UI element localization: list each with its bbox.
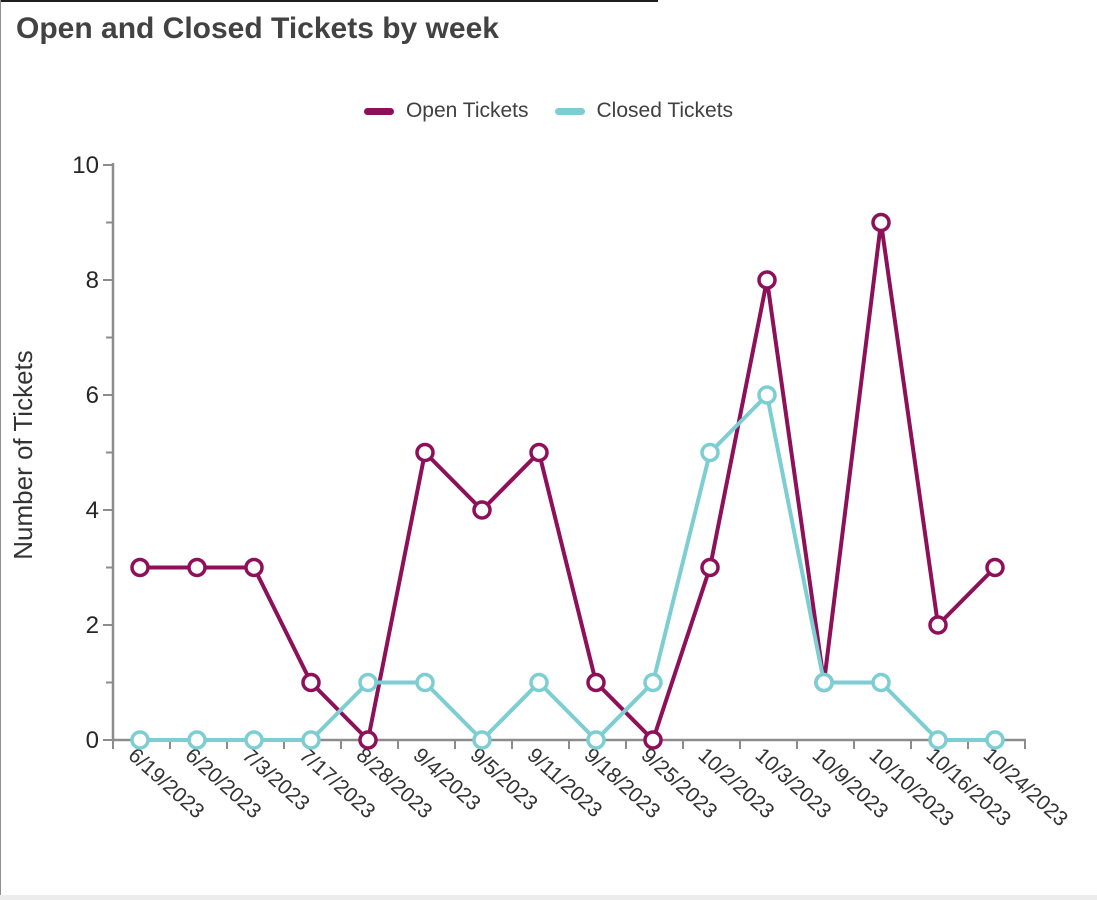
data-point-open-tickets: [643, 730, 663, 750]
data-point-open-tickets: [928, 615, 948, 635]
y-tick-label: 10: [72, 152, 99, 179]
closed-tickets-legend-label: Closed Tickets: [596, 99, 734, 122]
data-point-open-tickets: [415, 442, 435, 463]
panel-bottom-bar: [0, 895, 1097, 900]
chart-legend: Open Tickets Closed Tickets: [0, 99, 1097, 123]
series-line-open-tickets: [140, 220, 997, 742]
open-tickets-swatch: [363, 107, 394, 115]
data-point-open-tickets: [472, 500, 492, 520]
data-point-open-tickets: [358, 730, 378, 750]
chart-title: Open and Closed Tickets by week: [16, 12, 499, 45]
data-point-open-tickets: [985, 557, 1005, 578]
y-tick-label: 4: [86, 497, 99, 524]
closed-tickets-swatch: [554, 107, 585, 115]
data-point-closed-tickets: [871, 672, 891, 693]
y-tick-label: 2: [86, 612, 99, 639]
data-point-open-tickets: [301, 672, 321, 693]
legend-item-closed-tickets: Closed Tickets: [554, 99, 734, 123]
data-point-open-tickets: [757, 270, 777, 290]
y-tick-label: 6: [86, 382, 99, 409]
data-point-open-tickets: [586, 672, 606, 693]
series-line-closed-tickets: [140, 393, 995, 742]
data-point-closed-tickets: [643, 672, 663, 693]
data-point-open-tickets: [700, 557, 720, 578]
data-point-closed-tickets: [529, 672, 549, 693]
data-point-closed-tickets: [586, 730, 606, 750]
data-point-open-tickets: [244, 557, 264, 578]
data-point-closed-tickets: [928, 730, 948, 750]
data-point-closed-tickets: [814, 672, 834, 693]
y-tick-label: 0: [86, 727, 99, 754]
data-point-closed-tickets: [358, 672, 378, 693]
plot-area: 02468106/19/20236/20/20237/3/20237/17/20…: [72, 152, 1072, 831]
data-point-closed-tickets: [700, 442, 720, 463]
data-point-closed-tickets: [757, 385, 777, 405]
panel-left-border: [0, 0, 1, 900]
data-point-closed-tickets: [985, 730, 1005, 750]
data-point-closed-tickets: [187, 730, 207, 750]
data-point-open-tickets: [130, 557, 150, 578]
data-point-closed-tickets: [130, 730, 150, 750]
legend-item-open-tickets: Open Tickets: [363, 99, 529, 123]
open-tickets-legend-label: Open Tickets: [405, 99, 529, 122]
data-point-open-tickets: [529, 442, 549, 463]
data-point-open-tickets: [187, 557, 207, 578]
data-point-open-tickets: [871, 212, 891, 233]
data-point-closed-tickets: [301, 730, 321, 750]
y-axis-title: Number of Tickets: [8, 350, 38, 560]
data-point-closed-tickets: [415, 672, 435, 693]
y-tick-label: 8: [86, 267, 99, 294]
panel-top-border: [0, 0, 658, 2]
data-point-closed-tickets: [472, 730, 492, 750]
data-point-closed-tickets: [244, 730, 264, 750]
